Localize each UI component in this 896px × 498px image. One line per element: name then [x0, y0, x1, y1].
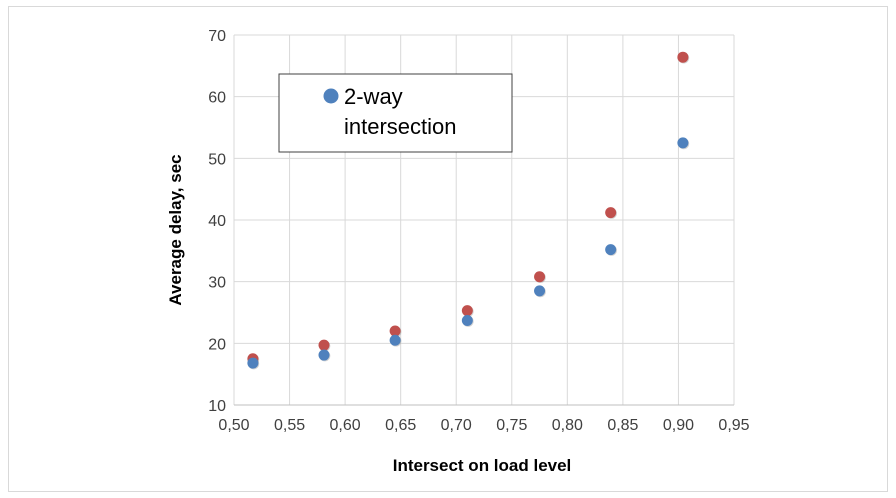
x-axis-title: Intersect on load level [393, 456, 572, 475]
data-point-series-1 [318, 349, 330, 361]
data-point-series-1 [677, 137, 689, 149]
x-tick-label: 0,50 [218, 417, 249, 434]
legend-marker [323, 88, 339, 104]
legend-label-line2: intersection [344, 114, 457, 139]
y-tick-label: 20 [208, 336, 226, 353]
legend-label-line1: 2-way [344, 84, 403, 109]
x-tick-label: 0,65 [385, 417, 416, 434]
y-tick-label: 40 [208, 213, 226, 230]
data-point-series-1 [247, 357, 259, 369]
x-tick-label: 0,80 [552, 417, 583, 434]
y-tick-label: 10 [208, 398, 226, 415]
x-tick-label: 0,60 [330, 417, 361, 434]
y-tick-label: 70 [208, 28, 226, 45]
x-tick-label: 0,90 [663, 417, 694, 434]
y-tick-label: 30 [208, 275, 226, 292]
data-point-series-1 [389, 334, 401, 346]
x-tick-label: 0,70 [441, 417, 472, 434]
data-point-series-2 [534, 271, 546, 283]
data-point-series-2 [389, 325, 401, 337]
data-points [247, 51, 690, 370]
y-tick-labels: 10 20 30 40 50 60 70 [208, 28, 226, 415]
data-point-series-2 [318, 339, 330, 351]
legend-box [278, 73, 513, 153]
x-tick-label: 0,95 [718, 417, 749, 434]
data-point-series-1 [605, 244, 617, 256]
y-tick-label: 60 [208, 90, 226, 107]
y-axis-title: Average delay, sec [166, 154, 185, 305]
data-point-series-2 [677, 51, 689, 63]
data-point-series-1 [534, 285, 546, 297]
x-tick-label: 0,55 [274, 417, 305, 434]
data-point-series-1 [461, 315, 473, 327]
x-tick-label: 0,75 [496, 417, 527, 434]
legend: 2-way intersection [278, 73, 513, 153]
y-tick-label: 50 [208, 151, 226, 168]
data-point-series-2 [461, 305, 473, 317]
x-tick-label: 0,85 [607, 417, 638, 434]
x-tick-labels: 0,50 0,55 0,60 0,65 0,70 0,75 0,80 0,85 0,90 0,95 [218, 417, 749, 434]
data-point-series-2 [605, 207, 617, 219]
